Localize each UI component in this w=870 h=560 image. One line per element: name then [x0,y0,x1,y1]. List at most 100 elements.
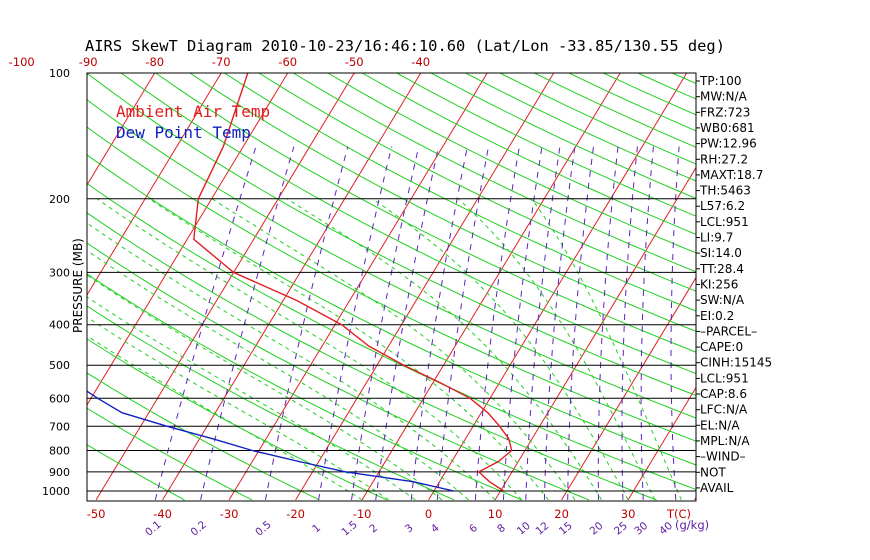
top-temp-tick-label: -90 [79,55,98,69]
dry-adiabat-line [87,305,455,501]
mixing-ratio-line [640,146,654,500]
index-label: NOT [700,465,726,479]
dry-adiabat-line [430,73,696,199]
dry-adiabat-line [87,212,657,501]
index-label: FRZ:723 [700,105,750,119]
moist-adiabat-line [372,198,629,501]
mixing-ratio-label: 0.2 [188,519,209,539]
dry-adiabat-line [327,73,696,254]
top-temp-tick-label: -40 [411,55,430,69]
dry-adiabat-line [224,73,696,312]
legend: Ambient Air Temp Dew Point Temp [116,102,270,142]
mixing-ratio-label: 3 [403,522,416,535]
index-label: TH:5463 [699,184,751,198]
index-label: AVAIL [700,481,734,495]
dry-adiabat-line [189,73,696,332]
index-label: CAPE:0 [700,340,743,354]
isotherm-line [0,73,22,500]
plot-area [0,73,870,501]
mixing-ratio-label: 1.5 [339,519,360,539]
index-label: CAP:8.6 [700,387,747,401]
mixing-ratio-label: 0.5 [253,519,274,539]
series-lines [87,73,513,492]
isotherm-line [95,73,355,501]
moist-adiabat-line [87,274,443,501]
moist-adiabat-line [87,316,390,501]
bottom-temp-tick-label: -50 [87,507,106,521]
dry-adiabat-line [120,73,696,375]
bottom-temp-tick-label: -40 [153,507,172,521]
top-temp-tick-label: -50 [345,55,364,69]
moist-adiabat-line [87,222,496,501]
moist-adiabat-line [87,249,469,501]
moist-adiabat-line [96,198,523,501]
dry-adiabat-line [258,73,696,292]
mixing-ratio-labels: 0.1 0.2 0.5 1 1.5 2 3 4 6 8 10 12 15 20 25 30 40 [143,519,675,539]
mixing-ratio-line [543,146,576,500]
index-label: WB0:681 [700,121,755,135]
dry-adiabat-line [155,73,696,353]
moist-adiabat-line [457,198,656,501]
dry-adiabat-line [293,73,696,273]
mixing-ratio-label: 6 [467,522,480,536]
dry-adiabat-line [87,338,387,501]
legend-dew-point-temp: Dew Point Temp [116,123,251,142]
index-label: MW:N/A [700,90,748,104]
dry-adiabat-line [87,407,253,501]
index-label: EI:0.2 [700,309,734,323]
pressure-tick-label: 200 [49,193,70,206]
isotherm-line [627,386,696,501]
pressure-tick-label: 100 [49,67,70,80]
index-label: L57:6.2 [700,199,745,213]
index-label: SW:N/A [700,293,745,307]
mixing-ratio-label: 8 [495,522,508,535]
dry-adiabat-line [87,242,590,501]
mixing-ratio-label: 1 [310,522,323,535]
index-label: CINH:15145 [700,356,772,370]
mixing-ratio-label: 4 [429,522,442,536]
mixing-ratio-label: 15 [557,520,575,538]
index-label: PW:12.96 [700,137,757,151]
mixing-ratio-line [474,146,520,500]
top-temp-tick-label: -80 [145,55,164,69]
index-label: LFC:N/A [700,403,748,417]
plot-frame [86,72,697,502]
bottom-temp-tick-label: 10 [488,507,503,521]
isotherm-line [561,276,696,501]
isotherm-line [761,73,870,500]
dry-adiabat-line [87,126,696,442]
isotherm-line [228,73,488,501]
index-label: –WIND– [700,450,746,464]
temp-unit-label: T(C) [666,507,691,521]
mixing-ratio-label: 2 [367,522,380,535]
index-label: MPL:N/A [700,434,750,448]
pressure-tick-label: 600 [49,392,70,405]
mixing-ratio-label: 40 [657,520,675,538]
index-label: LCL:951 [700,371,749,385]
top-temp-tick-label: -100 [9,55,35,69]
pressure-tick-label: 900 [49,466,70,479]
moist-adiabat-line [286,198,602,501]
top-temp-tick-label: -60 [278,55,297,69]
mixing-ratio-unit: (g/kg) [675,518,709,532]
index-label: KI:256 [700,278,738,292]
pressure-tick-label: 800 [49,445,70,458]
top-temp-ticks: -120-110-100-90-80-70-60-50-40 [9,55,430,69]
isotherm-line [87,73,156,186]
mixing-ratio-label: 20 [588,520,606,538]
moist-adiabats [87,198,682,501]
mixing-ratio-label: 12 [533,520,551,538]
dry-adiabats [87,73,696,501]
isotherm-line [494,166,696,501]
mixing-ratio-label: 10 [515,520,533,538]
dry-adiabat-line [87,99,696,419]
y-axis-label: PRESSURE (MB) [71,238,85,333]
moist-adiabat-line [87,335,363,501]
moist-adiabat-line [211,198,576,501]
mixing-ratio-lines [154,146,680,501]
pressure-tick-label: 300 [49,266,70,279]
index-label: SI:14.0 [700,246,742,260]
dry-adiabat-line [87,444,185,501]
